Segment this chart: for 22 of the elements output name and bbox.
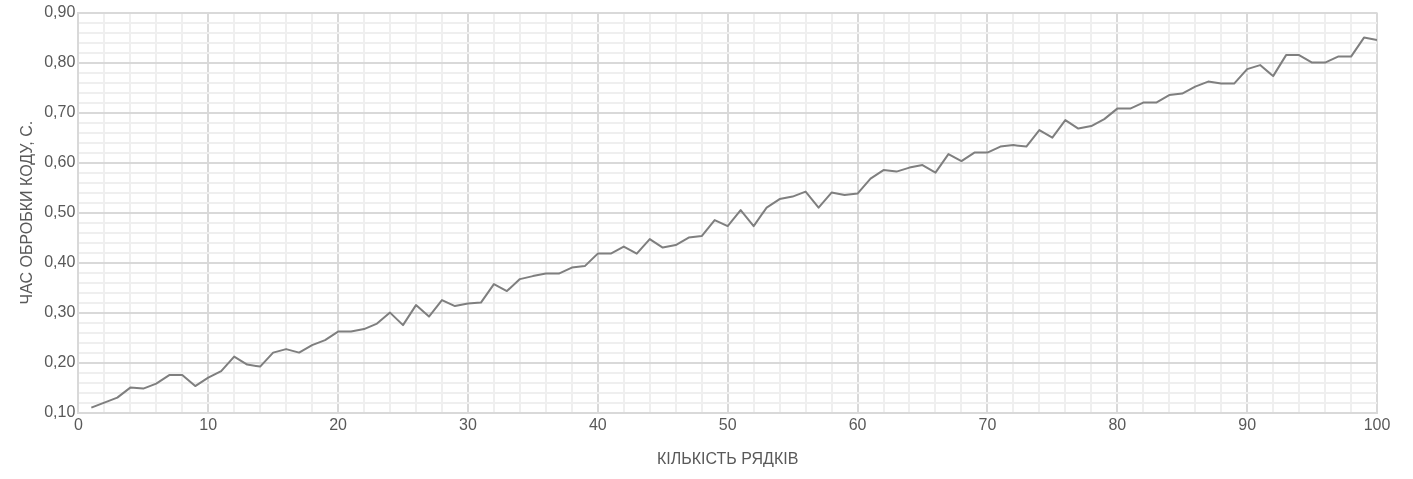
y-tick-label: 0,40	[44, 253, 76, 271]
y-tick-label: 0,60	[44, 153, 76, 171]
y-tick-label: 0,80	[44, 53, 76, 71]
x-tick-label: 20	[329, 415, 348, 433]
x-tick-label: 50	[718, 415, 737, 433]
y-tick-label: 0,10	[44, 403, 76, 421]
x-tick-label: 40	[588, 415, 607, 433]
x-tick-label: 80	[1108, 415, 1127, 433]
y-tick-label: 0,70	[44, 103, 76, 121]
x-tick-label: 10	[199, 415, 218, 433]
x-tick-label: 70	[978, 415, 997, 433]
x-tick-label: 100	[1363, 415, 1391, 433]
x-tick-label: 90	[1238, 415, 1257, 433]
y-tick-label: 0,20	[44, 353, 76, 371]
y-axis-title: ЧАС ОБРОБКИ КОДУ, С.	[18, 120, 36, 305]
y-tick-label: 0,50	[44, 203, 76, 221]
x-axis-title: КІЛЬКІСТЬ РЯДКІВ	[656, 449, 799, 467]
y-tick-label: 0,90	[44, 3, 76, 21]
x-tick-label: 30	[459, 415, 477, 433]
x-tick-label: 60	[848, 415, 867, 433]
x-tick-label: 0	[73, 415, 83, 433]
y-tick-label: 0,30	[44, 303, 76, 321]
